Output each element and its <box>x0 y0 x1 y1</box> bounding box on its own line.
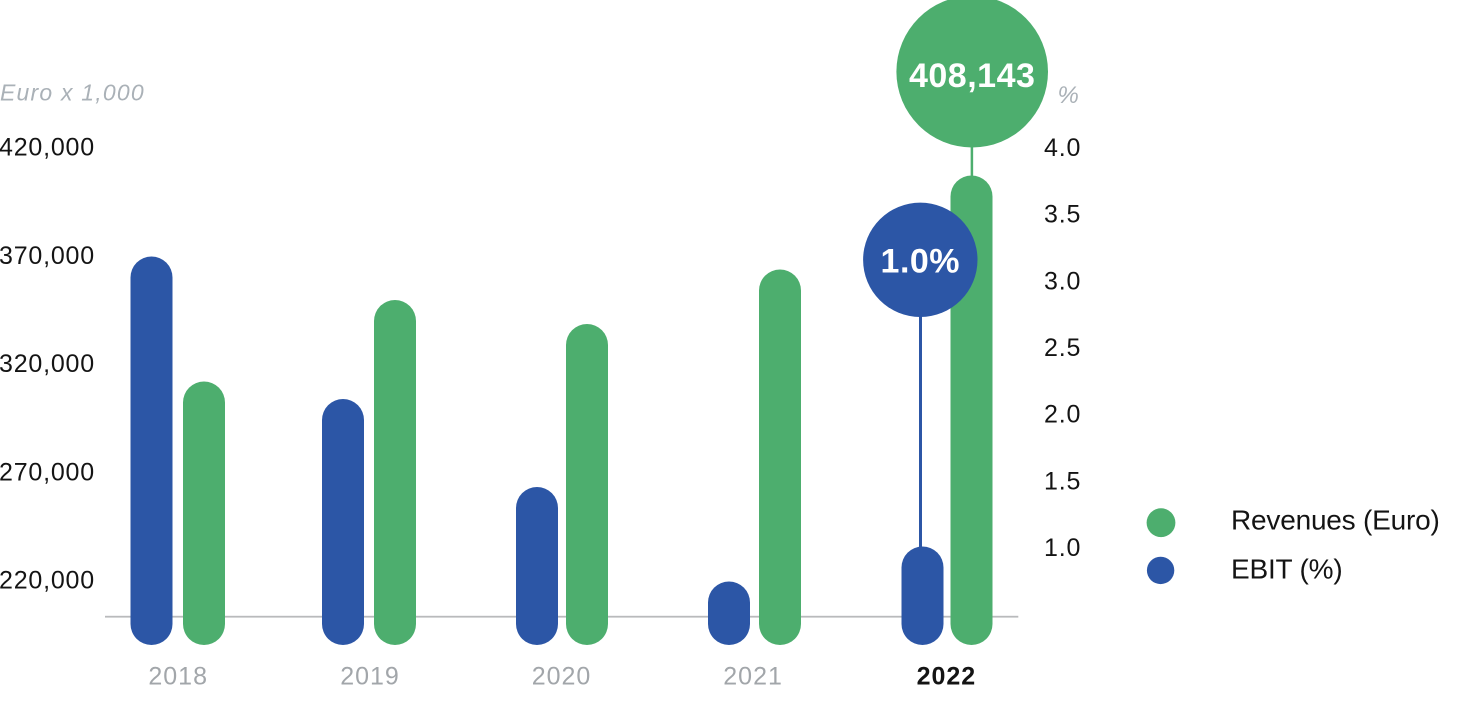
svg-text:3.0: 3.0 <box>1044 267 1081 295</box>
svg-text:2018: 2018 <box>148 663 208 691</box>
svg-text:4.0: 4.0 <box>1044 134 1081 162</box>
svg-text:1.0: 1.0 <box>1044 534 1081 562</box>
svg-text:270,000: 270,000 <box>0 458 95 486</box>
svg-text:420,000: 420,000 <box>0 134 95 162</box>
svg-text:2.5: 2.5 <box>1044 334 1081 362</box>
svg-text:1.5: 1.5 <box>1044 467 1081 495</box>
svg-text:Revenues (Euro): Revenues (Euro) <box>1231 505 1440 536</box>
svg-text:Euro x 1,000: Euro x 1,000 <box>0 80 145 106</box>
svg-text:370,000: 370,000 <box>0 242 95 270</box>
svg-text:3.5: 3.5 <box>1044 201 1081 229</box>
svg-text:1.0%: 1.0% <box>881 243 961 281</box>
svg-text:2020: 2020 <box>532 663 592 691</box>
svg-text:320,000: 320,000 <box>0 350 95 378</box>
svg-text:EBIT (%): EBIT (%) <box>1231 553 1342 584</box>
svg-text:408,143: 408,143 <box>909 57 1035 95</box>
svg-text:2019: 2019 <box>340 663 400 691</box>
svg-text:2022: 2022 <box>917 663 977 691</box>
svg-text:220,000: 220,000 <box>0 567 95 595</box>
svg-text:2021: 2021 <box>723 663 783 691</box>
svg-text:%: % <box>1058 82 1079 109</box>
svg-text:2.0: 2.0 <box>1044 401 1081 429</box>
